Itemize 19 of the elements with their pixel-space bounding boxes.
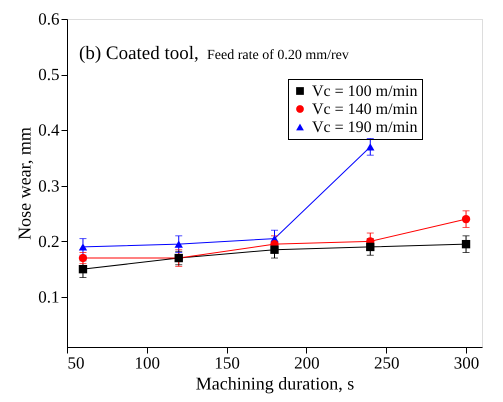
y-tick-label: 0.4 <box>38 120 60 140</box>
y-tick-label: 0.5 <box>38 65 60 84</box>
y-tick-label: 0.6 <box>38 10 60 28</box>
legend-label: Vc = 190 m/min <box>312 119 418 136</box>
x-tick-label: 150 <box>214 354 240 372</box>
y-tick-label: 0.3 <box>38 176 60 196</box>
x-tick-label: 50 <box>68 354 84 372</box>
annotation: Feed rate of 0.20 mm/rev <box>207 48 349 63</box>
legend-label: Vc = 140 m/min <box>312 101 418 118</box>
y-tick-label: 0.1 <box>38 287 60 306</box>
x-tick-label: 300 <box>454 354 480 372</box>
x-axis-title: Machining duration, s <box>196 374 354 394</box>
annotation: (b) Coated tool, <box>79 43 199 64</box>
x-tick-label: 200 <box>294 354 320 372</box>
y-axis-title: Nose wear, mm <box>14 127 34 240</box>
x-tick-label: 250 <box>374 354 400 372</box>
x-tick-label: 100 <box>134 354 160 372</box>
legend-label: Vc = 100 m/min <box>312 83 418 100</box>
y-tick-label: 0.2 <box>38 232 60 251</box>
